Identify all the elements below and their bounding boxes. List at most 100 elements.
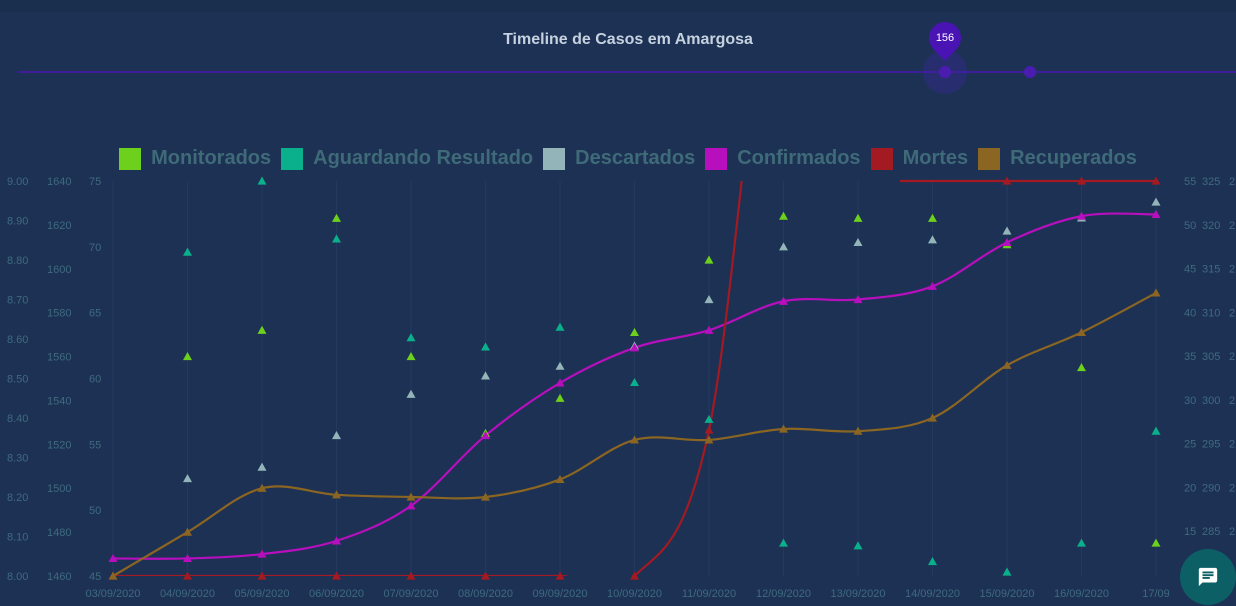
data-point-mortes <box>1077 176 1086 185</box>
data-point-confirmados <box>630 343 639 352</box>
data-point-monitorados <box>928 213 937 222</box>
data-point-monitorados <box>704 255 714 264</box>
data-point-aguardando-resultado <box>928 557 937 566</box>
y-tick-label-e: 285 <box>1202 526 1220 538</box>
timeline-end-point[interactable] <box>1024 66 1036 78</box>
data-point-recuperados <box>853 426 863 435</box>
data-point-aguardando-resultado <box>1151 426 1161 435</box>
y-tick-label-e: 325 <box>1202 176 1220 188</box>
chat-button[interactable] <box>1180 549 1236 605</box>
x-tick-label: 12/09/2020 <box>756 588 811 600</box>
x-tick-label: 09/09/2020 <box>532 588 587 600</box>
data-point-descartados <box>1151 197 1161 206</box>
legend-swatch <box>281 147 304 170</box>
data-point-confirmados <box>555 378 565 387</box>
data-point-confirmados <box>183 553 192 563</box>
x-tick-label: 08/09/2020 <box>458 588 513 600</box>
data-point-monitorados <box>630 327 639 337</box>
data-point-monitorados <box>257 325 267 334</box>
data-point-recuperados <box>257 483 267 492</box>
y-tick-label-b: 1480 <box>47 527 71 539</box>
data-point-confirmados <box>108 553 118 563</box>
data-point-confirmados <box>257 549 267 558</box>
data-point-aguardando-resultado <box>257 176 267 185</box>
legend-item-recuperados[interactable]: Recuperados <box>978 147 1137 170</box>
data-point-mortes <box>1151 176 1161 185</box>
legend-item-aguardando-resultado[interactable]: Aguardando Resultado <box>281 147 533 170</box>
data-point-descartados <box>704 295 714 304</box>
timeline-value-label: 156 <box>935 32 955 44</box>
y-tick-label-e: 295 <box>1202 439 1220 451</box>
data-point-confirmados <box>704 325 714 334</box>
data-point-recuperados <box>630 435 639 444</box>
y-tick-label-a: 8.90 <box>7 216 28 228</box>
y-tick-label-f: 2 <box>1229 220 1235 232</box>
data-point-aguardando-resultado <box>183 247 192 256</box>
legend-item-mortes[interactable]: Mortes <box>870 147 968 170</box>
data-point-monitorados <box>1151 538 1161 547</box>
y-tick-label-c: 70 <box>89 242 101 254</box>
y-tick-label-b: 1600 <box>47 264 71 276</box>
x-tick-label: 03/09/2020 <box>85 588 140 600</box>
y-tick-label-b: 1460 <box>47 571 71 583</box>
y-tick-label-d: 55 <box>1184 176 1196 188</box>
y-tick-label-d: 20 <box>1184 482 1196 494</box>
y-tick-label-f: 2 <box>1229 526 1235 538</box>
data-point-mortes <box>481 571 490 580</box>
x-tick-label: 15/09/2020 <box>979 588 1034 600</box>
data-point-recuperados <box>406 492 416 501</box>
legend-item-monitorados[interactable]: Monitorados <box>119 147 271 170</box>
data-point-descartados <box>1002 226 1012 235</box>
chart-legend: Monitorados Aguardando Resultado Descart… <box>0 147 1236 170</box>
y-tick-label-d: 25 <box>1184 439 1196 451</box>
y-tick-label-a: 8.50 <box>7 374 28 386</box>
x-tick-label: 17/09 <box>1142 588 1170 600</box>
y-tick-label-b: 1540 <box>47 395 71 407</box>
y-tick-label-c: 50 <box>89 505 101 517</box>
data-point-descartados <box>853 237 863 247</box>
y-tick-label-f: 2 <box>1229 176 1235 188</box>
data-point-aguardando-resultado <box>1002 567 1012 576</box>
data-point-mortes <box>257 571 267 580</box>
data-point-aguardando-resultado <box>779 538 788 547</box>
y-tick-label-e: 315 <box>1202 264 1220 276</box>
chart-title: Timeline de Casos em Amargosa <box>503 31 753 48</box>
legend-item-descartados[interactable]: Descartados <box>543 147 695 170</box>
data-point-mortes <box>406 571 416 580</box>
data-point-recuperados <box>332 490 341 499</box>
data-point-descartados <box>257 462 267 471</box>
legend-item-confirmados[interactable]: Confirmados <box>705 147 861 170</box>
timeline-track[interactable] <box>18 71 1236 73</box>
data-point-aguardando-resultado <box>630 377 639 387</box>
y-tick-label-b: 1580 <box>47 308 71 320</box>
data-point-confirmados <box>332 536 341 545</box>
data-point-descartados <box>779 242 788 251</box>
y-tick-label-e: 305 <box>1202 351 1220 363</box>
data-point-recuperados <box>108 571 118 580</box>
y-tick-label-a: 8.10 <box>7 532 28 544</box>
y-tick-label-f: 2 <box>1229 307 1235 319</box>
x-tick-label: 13/09/2020 <box>830 588 885 600</box>
x-tick-label: 06/09/2020 <box>309 588 364 600</box>
data-point-recuperados <box>779 424 788 433</box>
data-point-aguardando-resultado <box>704 414 714 423</box>
data-point-monitorados <box>183 352 192 361</box>
timeline-handle[interactable] <box>939 66 951 78</box>
x-tick-label: 04/09/2020 <box>160 588 215 600</box>
legend-label: Descartados <box>575 147 696 169</box>
data-point-recuperados <box>183 527 192 536</box>
legend-label: Aguardando Resultado <box>313 147 534 169</box>
data-point-descartados <box>332 431 341 440</box>
x-tick-label: 10/09/2020 <box>607 588 662 600</box>
y-tick-label-c: 65 <box>89 308 101 320</box>
y-tick-label-f: 2 <box>1229 439 1235 451</box>
data-point-aguardando-resultado <box>1077 538 1086 547</box>
data-point-aguardando-resultado <box>332 234 341 243</box>
data-point-mortes <box>704 425 714 434</box>
y-tick-label-d: 15 <box>1184 526 1196 538</box>
y-tick-label-a: 8.80 <box>7 255 28 267</box>
data-point-recuperados <box>1002 360 1012 369</box>
data-point-descartados <box>406 389 416 398</box>
series-line-confirmados <box>112 212 1157 560</box>
